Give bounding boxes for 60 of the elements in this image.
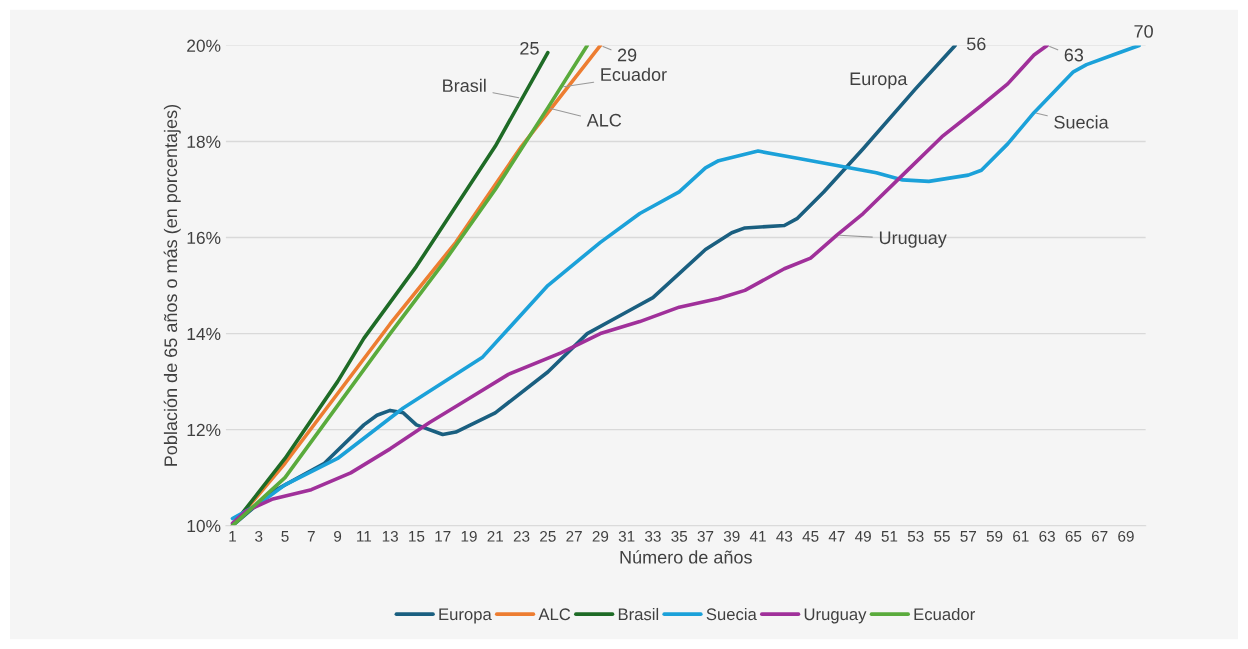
y-tick-label: 18% xyxy=(187,135,221,148)
x-tick-label: 9 xyxy=(334,530,342,542)
x-tick-label: 19 xyxy=(461,530,477,542)
x-tick-label: 43 xyxy=(776,530,793,542)
annotation: 63 xyxy=(1064,48,1084,62)
x-axis-title: Número de años xyxy=(620,550,752,564)
x-tick-label: 37 xyxy=(697,530,714,542)
x-tick-label: 11 xyxy=(357,531,372,542)
x-tick-label: 13 xyxy=(382,530,398,542)
x-tick-label: 31 xyxy=(618,530,635,542)
annotation: 70 xyxy=(1134,24,1153,38)
annotation: Ecuador xyxy=(601,67,667,81)
x-tick-label: 1 xyxy=(229,531,236,542)
y-tick-label: 20% xyxy=(187,39,221,52)
legend-label: Europa xyxy=(439,608,492,624)
x-tick-label: 57 xyxy=(960,531,977,542)
x-tick-label: 69 xyxy=(1118,530,1134,542)
x-tick-label: 67 xyxy=(1091,530,1108,542)
legend-label: Brasil xyxy=(618,607,659,621)
annotation: ALC xyxy=(586,113,622,127)
legend-label: ALC xyxy=(538,608,571,621)
y-axis-title: Población de 65 años o más (en porcentajes) xyxy=(163,105,181,466)
x-tick-label: 45 xyxy=(802,531,819,542)
x-tick-label: 23 xyxy=(513,530,530,542)
annotation: Brasil xyxy=(443,78,486,92)
annotation: 25 xyxy=(520,41,539,55)
annotation: Europa xyxy=(850,72,908,89)
y-tick-label: 10% xyxy=(187,519,221,533)
legend-label: Suecia xyxy=(706,607,757,621)
annotation: Suecia xyxy=(1054,115,1109,129)
legend-label: Ecuador xyxy=(914,607,975,621)
x-tick-label: 49 xyxy=(855,530,871,542)
x-tick-label: 5 xyxy=(281,531,289,542)
y-tick-label: 14% xyxy=(187,327,221,340)
x-tick-label: 41 xyxy=(749,531,766,542)
x-tick-label: 63 xyxy=(1039,530,1055,542)
legend-label: Uruguay xyxy=(804,608,867,624)
x-tick-label: 47 xyxy=(828,531,845,542)
x-tick-label: 29 xyxy=(592,530,609,542)
x-tick-label: 55 xyxy=(934,531,950,542)
x-tick-label: 61 xyxy=(1013,530,1029,542)
annotation: Uruguay xyxy=(879,231,947,248)
annotation: 29 xyxy=(617,48,637,62)
x-tick-label: 35 xyxy=(671,530,688,542)
x-tick-label: 17 xyxy=(435,531,451,542)
y-tick-label: 16% xyxy=(187,231,221,244)
y-tick-label: 12% xyxy=(187,423,221,437)
x-tick-label: 51 xyxy=(881,531,898,542)
x-tick-label: 33 xyxy=(645,530,661,542)
x-tick-label: 27 xyxy=(566,530,582,542)
x-tick-label: 39 xyxy=(723,530,740,542)
x-tick-label: 7 xyxy=(307,531,315,542)
x-tick-label: 65 xyxy=(1065,530,1082,542)
x-tick-label: 25 xyxy=(540,530,556,542)
x-tick-label: 59 xyxy=(986,530,1003,542)
x-tick-label: 3 xyxy=(255,530,263,542)
annotation: 56 xyxy=(966,37,986,51)
x-tick-label: 15 xyxy=(409,531,425,542)
x-tick-label: 53 xyxy=(907,530,924,542)
x-tick-label: 21 xyxy=(487,530,503,542)
